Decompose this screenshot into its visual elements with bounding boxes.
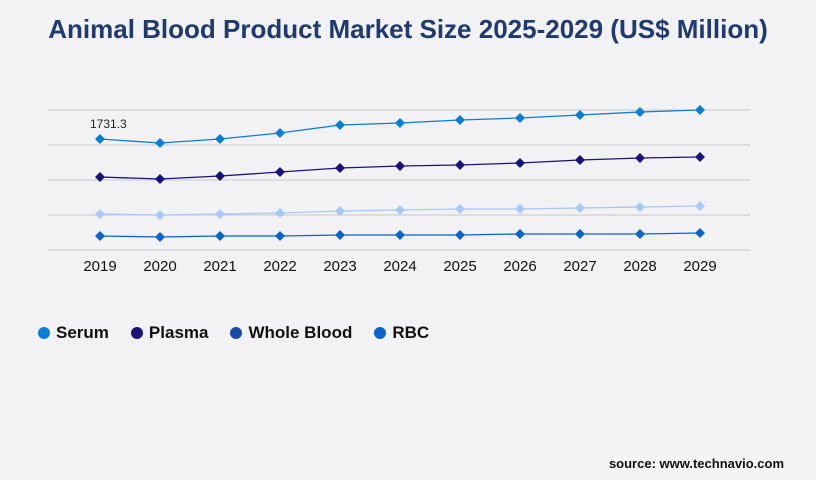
chart-title: Animal Blood Product Market Size 2025-20… [48,14,768,44]
legend-label: Plasma [148,323,209,342]
data-point [635,201,645,212]
data-point [335,206,345,217]
data-point [335,120,345,130]
data-point [695,201,705,212]
x-tick-label: 2023 [323,258,356,275]
legend-marker-icon [374,327,387,339]
legend-marker-icon [38,327,50,339]
data-point [155,231,165,242]
x-tick-label: 2027 [563,258,596,275]
data-point [455,230,465,240]
x-tick-label: 2026 [503,258,536,275]
data-point [275,208,285,219]
data-point [215,231,225,242]
data-point [695,228,705,239]
data-point [635,153,645,164]
data-point [395,161,405,172]
legend-item: Plasma [130,323,209,343]
data-point [335,163,345,174]
legend-label: Whole Blood [248,323,353,342]
x-tick-label: 2024 [383,258,416,275]
data-point [455,160,465,170]
source-text: source: www.technavio.com [608,456,784,471]
data-point [395,118,405,129]
data-point [95,134,105,145]
x-tick-label: 2019 [83,258,116,275]
data-point [395,205,405,215]
data-point [455,203,465,214]
legend-item: RBC [374,323,429,343]
data-point [275,166,285,177]
data-point [395,230,405,240]
x-tick-label: 2020 [143,258,176,275]
legend-marker-icon [230,327,243,339]
data-point [575,228,585,239]
data-label: 1731.3 [90,117,127,131]
x-tick-label: 2025 [443,258,476,275]
data-point [215,134,225,145]
legend-item: Serum [38,323,109,343]
data-point [455,115,465,125]
data-point [695,151,705,162]
legend-item: Whole Blood [230,323,352,343]
legend: Serum Plasma Whole Blood RBC [38,323,429,343]
data-point [695,105,705,115]
legend-label: RBC [392,323,430,342]
data-point [155,210,165,220]
x-tick-label: 2022 [263,258,296,275]
legend-marker-icon [130,327,143,339]
x-tick-label: 2028 [623,258,656,275]
data-point [515,113,525,124]
x-tick-label: 2021 [203,258,236,275]
data-point [635,106,645,117]
line-chart: 2019 2020 2021 2022 2023 2024 2025 2026 2027 2028… [48,105,750,275]
data-point [95,231,105,242]
legend-label: Serum [56,323,109,342]
data-point [635,228,645,239]
data-point [515,228,525,239]
data-point [155,138,165,149]
legend-panel-background [32,358,800,480]
data-point [155,173,165,184]
data-point [575,155,585,165]
data-point [515,158,525,169]
data-point [575,203,585,214]
data-point [215,171,225,182]
x-tick-label: 2029 [683,258,716,275]
data-point [575,110,585,120]
data-point [95,208,105,219]
data-point [275,231,285,242]
data-point [335,230,345,240]
data-point [95,171,105,182]
data-point [215,208,225,219]
data-point [275,128,285,139]
data-point [515,203,525,214]
